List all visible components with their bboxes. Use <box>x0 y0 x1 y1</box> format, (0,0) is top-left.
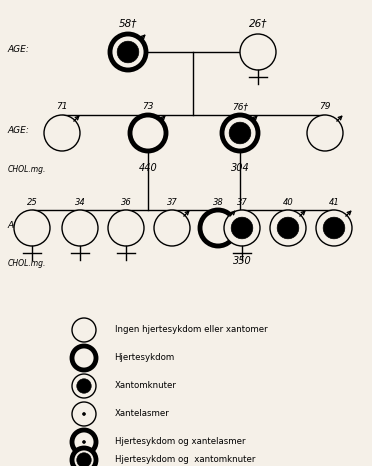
Text: AGE:: AGE: <box>7 126 29 135</box>
Text: 79: 79 <box>319 102 331 111</box>
Ellipse shape <box>224 210 260 246</box>
Text: 350: 350 <box>232 256 251 266</box>
Text: 40: 40 <box>283 198 294 207</box>
Ellipse shape <box>83 440 86 444</box>
Text: Xantelasmer: Xantelasmer <box>115 410 169 418</box>
Ellipse shape <box>72 448 96 466</box>
Text: 71: 71 <box>56 102 68 111</box>
Text: 41: 41 <box>328 198 339 207</box>
Ellipse shape <box>229 122 251 144</box>
Text: 36: 36 <box>121 198 131 207</box>
Text: 73: 73 <box>142 102 154 111</box>
Ellipse shape <box>270 210 306 246</box>
Ellipse shape <box>108 210 144 246</box>
Ellipse shape <box>222 115 258 151</box>
Ellipse shape <box>44 115 80 151</box>
Ellipse shape <box>200 210 236 246</box>
Ellipse shape <box>14 210 50 246</box>
Text: 38: 38 <box>213 198 223 207</box>
Ellipse shape <box>83 412 86 416</box>
Text: 37: 37 <box>237 198 247 207</box>
Text: 37: 37 <box>167 198 177 207</box>
Ellipse shape <box>240 34 276 70</box>
Ellipse shape <box>77 453 91 466</box>
Ellipse shape <box>77 379 91 393</box>
Text: CHOL.mg.: CHOL.mg. <box>7 259 46 268</box>
Text: 2: 2 <box>239 225 244 234</box>
Text: 440: 440 <box>139 163 157 172</box>
Ellipse shape <box>117 41 139 63</box>
Text: 76†: 76† <box>232 102 248 111</box>
Ellipse shape <box>316 210 352 246</box>
Text: 58†: 58† <box>119 19 137 28</box>
Ellipse shape <box>72 430 96 454</box>
Ellipse shape <box>110 34 146 70</box>
Text: Hjertesykdom: Hjertesykdom <box>115 354 175 363</box>
Text: Ingen hjertesykdom eller xantomer: Ingen hjertesykdom eller xantomer <box>115 325 267 335</box>
Text: AGE:: AGE: <box>7 221 29 230</box>
Ellipse shape <box>277 217 299 239</box>
Ellipse shape <box>323 217 345 239</box>
Ellipse shape <box>307 115 343 151</box>
Text: Xantomknuter: Xantomknuter <box>115 382 176 391</box>
Ellipse shape <box>130 115 166 151</box>
Text: 34: 34 <box>75 198 86 207</box>
Text: Hjertesykdom og xantelasmer: Hjertesykdom og xantelasmer <box>115 438 245 446</box>
Text: 304: 304 <box>231 163 249 172</box>
Ellipse shape <box>72 318 96 342</box>
Text: CHOL.mg.: CHOL.mg. <box>7 165 46 174</box>
Ellipse shape <box>154 210 190 246</box>
Ellipse shape <box>72 402 96 426</box>
Text: 26†: 26† <box>249 19 267 28</box>
Ellipse shape <box>231 217 253 239</box>
Text: Hjertesykdom og  xantomknuter: Hjertesykdom og xantomknuter <box>115 455 255 465</box>
Text: AGE:: AGE: <box>7 45 29 54</box>
Ellipse shape <box>62 210 98 246</box>
Ellipse shape <box>72 346 96 370</box>
Text: 25: 25 <box>27 198 37 207</box>
Ellipse shape <box>72 374 96 398</box>
